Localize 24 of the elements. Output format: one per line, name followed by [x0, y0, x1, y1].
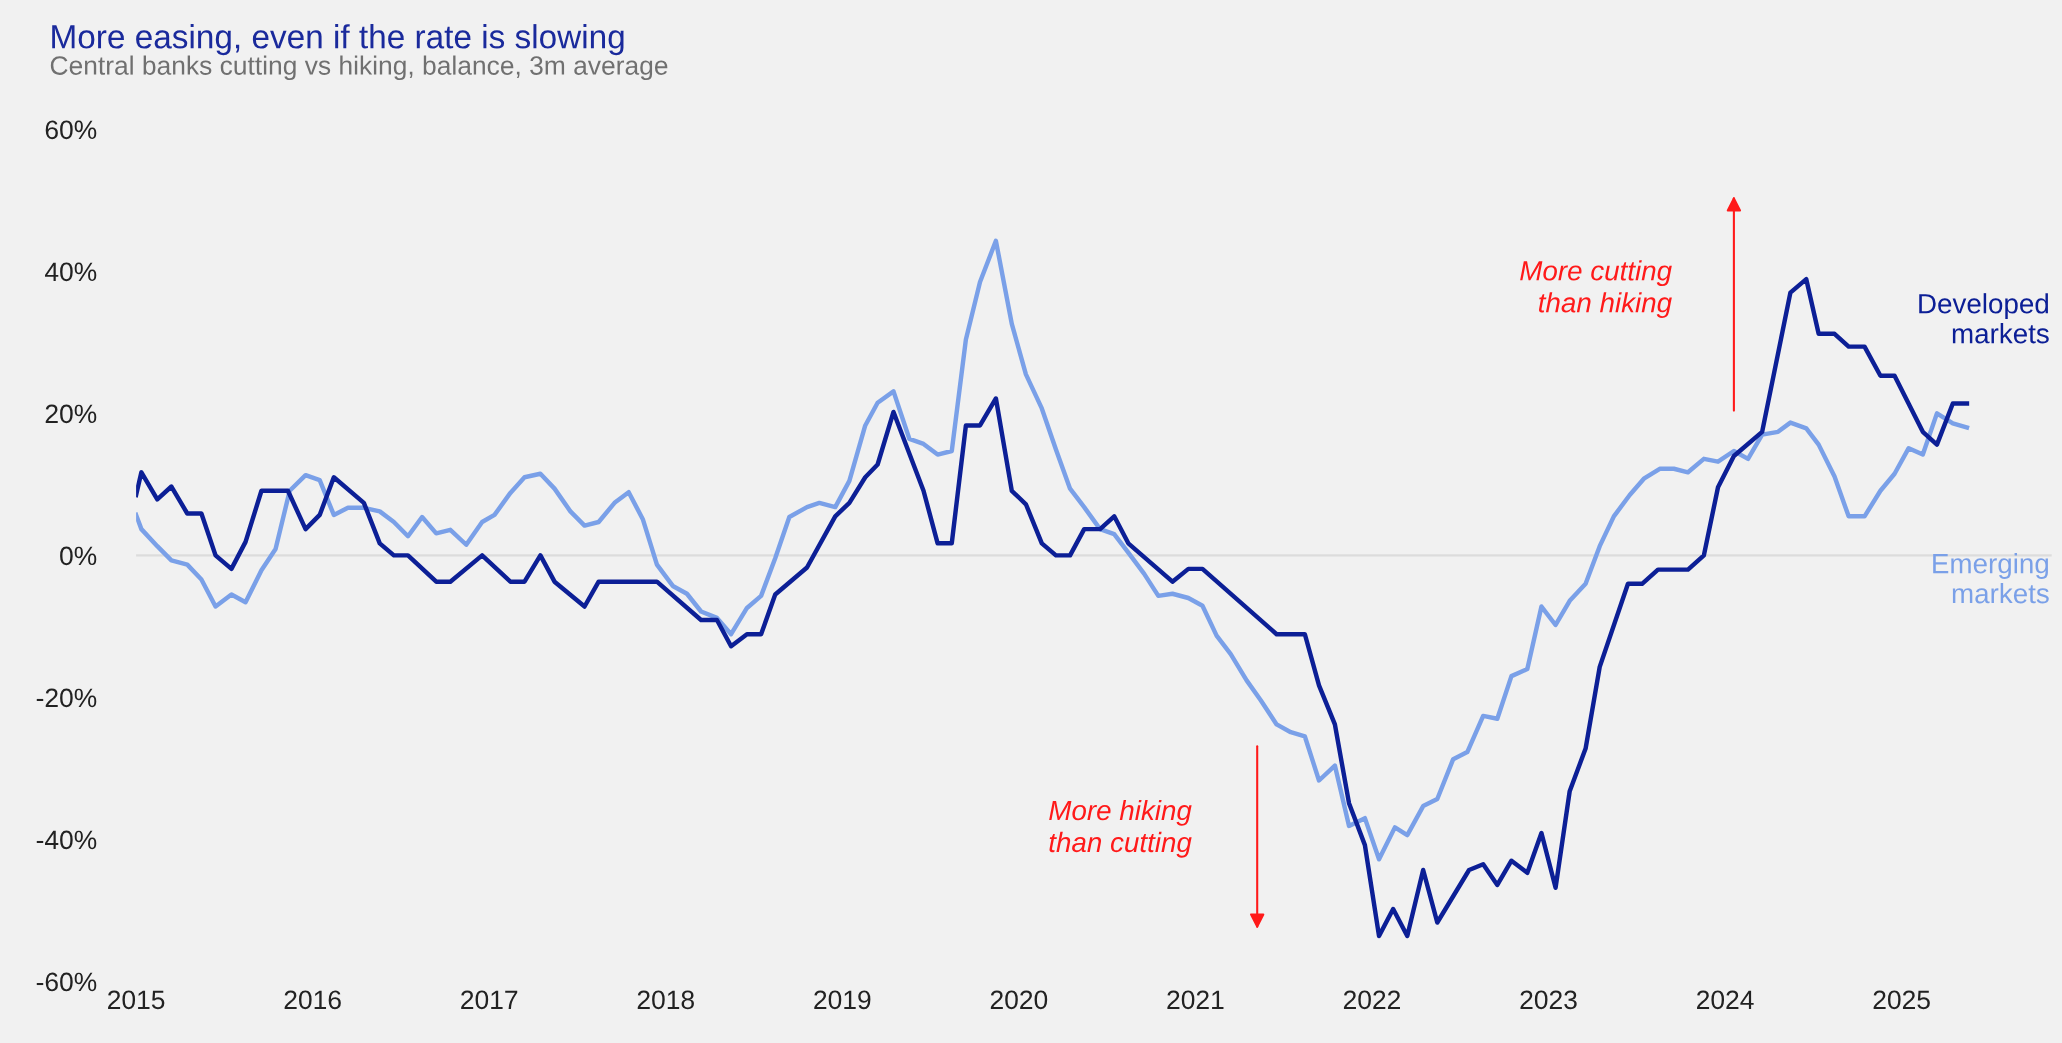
x-tick-label: 2024 — [1697, 990, 1754, 1010]
x-tick-label: 2016 — [284, 990, 341, 1010]
annotation: More cutting than hiking — [1520, 260, 1672, 319]
y-tick-label: 40% — [44, 262, 97, 282]
y-tick-label: 20% — [45, 404, 97, 424]
x-tick-label: 2019 — [814, 990, 871, 1010]
x-tick-label: 2023 — [1520, 990, 1577, 1010]
x-tick-label: 2022 — [1343, 990, 1400, 1010]
text: Emerging markets — [1933, 553, 2049, 604]
x-tick-label: 2018 — [637, 990, 694, 1010]
x-tick-label: 2025 — [1873, 990, 1930, 1010]
y-tick-label: 0% — [60, 546, 97, 566]
y-tick-label: -60% — [36, 972, 97, 992]
chart-subtitle: Central banks cutting vs hiking, balance, 3m average — [50, 55, 668, 81]
x-tick-label: 2015 — [108, 990, 165, 1010]
x-tick-label: 2021 — [1167, 990, 1224, 1010]
series-label: Developed markets — [1919, 293, 2049, 344]
x-tick-label: 2017 — [461, 990, 518, 1010]
x-tick-label: 2020 — [990, 990, 1048, 1010]
y-tick-label: -40% — [36, 830, 97, 850]
y-tick-label: 60% — [45, 120, 97, 140]
annotation: More hiking than cutting — [1049, 799, 1192, 858]
y-tick-label: -20% — [36, 688, 97, 708]
chart-title: More easing, even if the rate is slowing — [52, 24, 624, 56]
